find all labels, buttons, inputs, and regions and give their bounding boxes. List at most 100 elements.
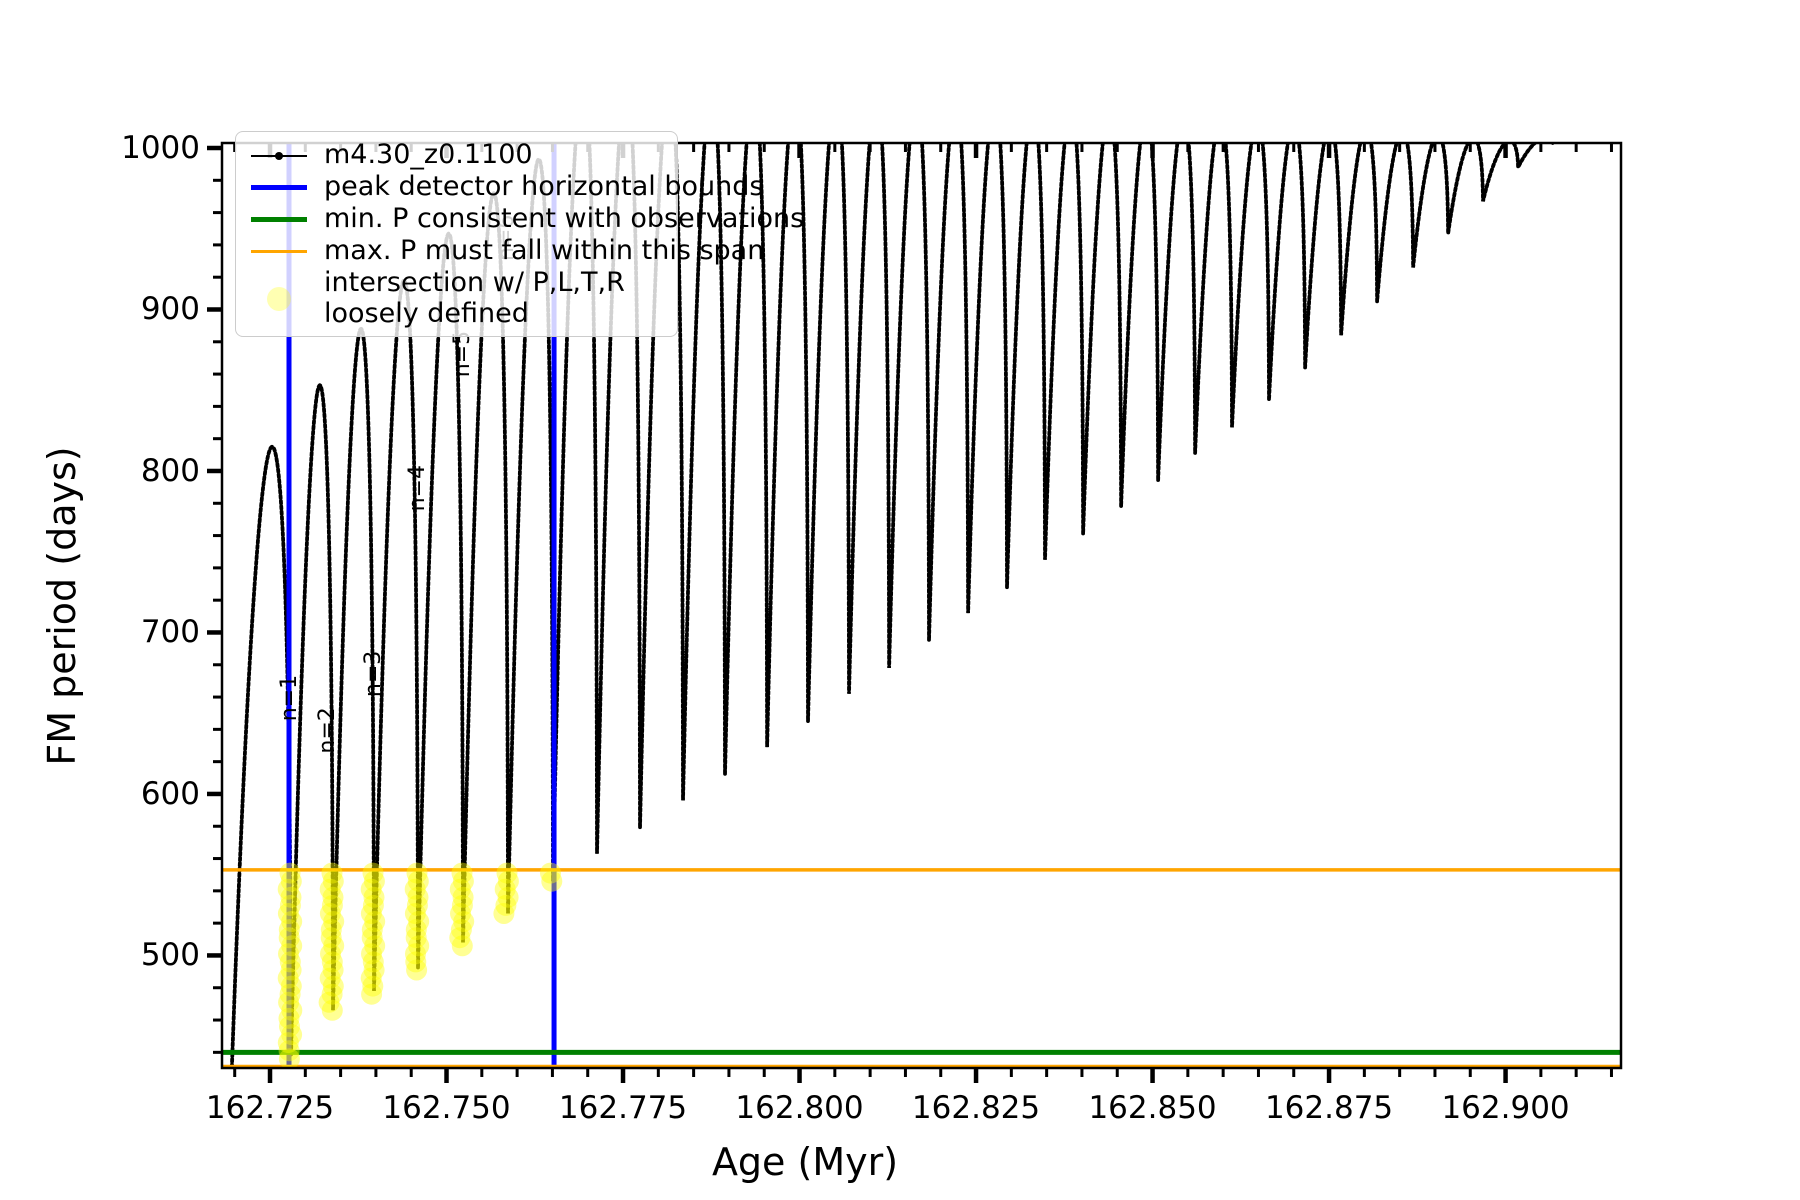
pulse-label-n2: n=2 [315, 707, 340, 753]
intersection-point [278, 1040, 300, 1062]
intersection-point [360, 967, 382, 989]
intersection-point [362, 951, 384, 973]
intersection-point [280, 886, 302, 908]
intersection-point [362, 894, 384, 916]
intersection-point [322, 959, 344, 981]
intersection-point [323, 935, 345, 957]
intersection-point [321, 983, 343, 1005]
intersection-point [321, 894, 343, 916]
intersection-point [281, 1024, 303, 1046]
intersection-point [361, 943, 382, 965]
x-tick-label: 162.725 [205, 1090, 335, 1126]
intersection-point [360, 878, 382, 900]
intersection-point [540, 862, 561, 884]
series-line-dot-swatch [250, 151, 308, 160]
intersection-point [362, 862, 384, 884]
intersection-point [408, 935, 430, 957]
intersection-point [281, 999, 303, 1021]
legend-item-max-period-span: max. P must fall within this span [250, 236, 764, 267]
orange-line-swatch [250, 250, 308, 254]
pulse-label-n1: n=1 [277, 675, 302, 721]
intersection-point [278, 1007, 300, 1029]
legend-label: m4.30_z0.1100 [324, 139, 533, 171]
intersection-point [451, 894, 473, 916]
intersection-point [281, 911, 303, 932]
legend-item-peak-bounds: peak detector horizontal bounds [250, 171, 763, 203]
intersection-point [408, 911, 430, 932]
x-tick-label: 162.775 [558, 1090, 688, 1126]
y-tick-label: 700 [140, 614, 200, 651]
yellow-dot-swatch [250, 287, 308, 312]
intersection-point [497, 886, 519, 908]
intersection-point [279, 951, 301, 973]
intersection-point [363, 886, 385, 908]
y-tick-label: 1000 [121, 130, 200, 166]
intersection-point [496, 862, 518, 884]
legend-item-intersection: intersection w/ P,L,T,R loosely defined [250, 268, 665, 330]
intersection-point [404, 878, 426, 900]
x-tick-label: 162.825 [911, 1090, 1041, 1126]
intersection-point [404, 903, 426, 924]
intersection-point [406, 894, 428, 916]
intersection-point [321, 951, 343, 973]
intersection-point [541, 870, 563, 892]
intersection-point [494, 878, 516, 900]
intersection-point [277, 903, 299, 924]
intersection-point [364, 935, 386, 957]
intersection-point [363, 870, 385, 892]
intersection-point [450, 903, 471, 924]
intersection-point [361, 983, 383, 1005]
x-tick-label: 162.900 [1441, 1090, 1570, 1126]
intersection-point [363, 959, 385, 981]
intersection-scatter [277, 862, 563, 1068]
intersection-point [278, 919, 300, 941]
intersection-point [278, 943, 299, 965]
intersection-point [405, 951, 427, 973]
intersection-point [277, 967, 299, 989]
intersection-point [279, 894, 301, 916]
intersection-point [278, 1048, 300, 1068]
intersection-point [321, 999, 343, 1021]
intersection-point [407, 886, 429, 908]
intersection-point [320, 943, 341, 965]
intersection-point [405, 943, 426, 965]
intersection-point [450, 919, 472, 941]
y-tick-label: 800 [140, 452, 200, 489]
intersection-point [361, 919, 383, 941]
intersection-point [364, 911, 386, 932]
intersection-point [497, 870, 519, 892]
legend-item-min-period: min. P consistent with observations [250, 204, 804, 235]
intersection-point [451, 862, 473, 884]
intersection-point [277, 878, 299, 900]
x-tick-label: 162.875 [1264, 1090, 1394, 1126]
intersection-point [452, 870, 474, 892]
x-tick-label: 162.750 [382, 1090, 511, 1126]
legend-box: m4.30_z0.1100 peak detector horizontal b… [235, 131, 804, 337]
intersection-point [451, 935, 473, 957]
y-tick-label: 500 [140, 937, 200, 974]
intersection-point [280, 870, 302, 892]
intersection-point [319, 878, 341, 900]
legend-label: peak detector horizontal bounds [324, 171, 764, 203]
intersection-point [452, 886, 474, 908]
legend-item-series: m4.30_z0.1100 [250, 139, 665, 171]
x-axis-label: Age (Myr) [711, 1140, 899, 1184]
legend-label: min. P consistent with observations [324, 203, 805, 235]
y-axis-label: FM period (days) [40, 446, 84, 766]
x-tick-label: 162.850 [1088, 1090, 1217, 1126]
intersection-point [320, 919, 342, 941]
intersection-point [449, 927, 471, 949]
intersection-point [406, 862, 428, 884]
intersection-point [280, 975, 302, 997]
pulse-label-n3: n=3 [361, 651, 386, 697]
intersection-point [449, 878, 471, 900]
intersection-point [322, 870, 344, 892]
intersection-point [320, 927, 342, 949]
y-tick-label: 900 [140, 291, 200, 328]
intersection-point [362, 975, 384, 997]
intersection-point [278, 927, 300, 949]
intersection-point [319, 903, 341, 924]
green-line-swatch [250, 217, 308, 223]
y-tick-label: 600 [140, 775, 200, 812]
intersection-point [361, 927, 383, 949]
